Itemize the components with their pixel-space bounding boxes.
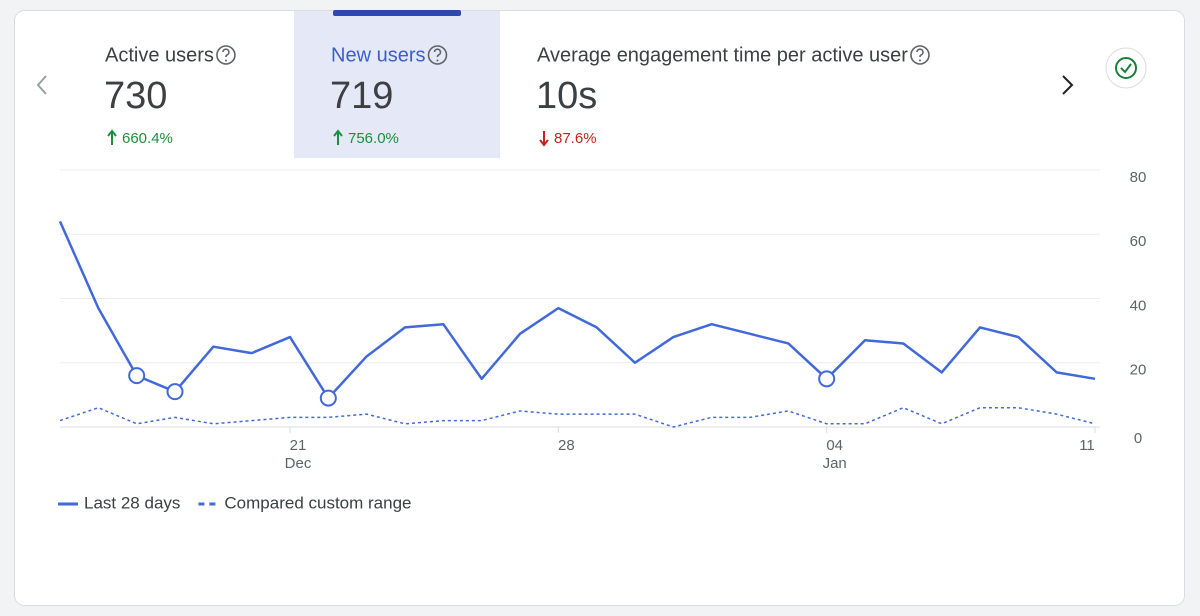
x-tick-label: 04 (826, 437, 843, 454)
check-icon (1115, 57, 1137, 79)
y-tick-label: 80 (1130, 169, 1147, 186)
arrow-up-icon (333, 129, 343, 145)
help-icon-dot (918, 59, 921, 62)
y-tick-label: 0 (1134, 430, 1142, 447)
selected-tab-indicator (333, 10, 461, 16)
x-month-label: Dec (285, 455, 312, 472)
check-mark (1120, 63, 1132, 74)
metric-label: New users (331, 44, 425, 66)
metric-label: Active users (105, 44, 214, 66)
legend-label: Compared custom range (224, 493, 411, 512)
help-icon-glyph (916, 48, 924, 58)
x-month-label: Jan (823, 455, 847, 472)
card-frame (14, 10, 1185, 606)
comparison-line (59, 406, 1096, 428)
metric-change: 660.4% (122, 130, 173, 147)
x-tick-label: 11 (1079, 437, 1095, 454)
anomaly-marker[interactable] (166, 383, 184, 401)
help-icon[interactable] (910, 45, 930, 65)
metric-tab[interactable]: New users 719 756.0% (330, 44, 448, 147)
arrow-down-icon (539, 131, 549, 147)
selected-tab-bg (294, 11, 500, 158)
legend-label: Last 28 days (84, 493, 180, 512)
metric-tab[interactable]: Average engagement time per active user 1… (536, 44, 930, 147)
x-tick-label: 28 (558, 437, 575, 454)
y-tick-label: 40 (1130, 297, 1147, 314)
help-icon[interactable] (216, 45, 236, 65)
status-button[interactable] (1105, 47, 1147, 89)
help-icon[interactable] (427, 45, 448, 65)
metric-tabs: Active users 730 660.4% New users 719 756.0% A… (104, 44, 930, 147)
x-tick-label: 21 (290, 437, 307, 454)
help-icon-glyph (433, 48, 442, 58)
y-tick-label: 20 (1130, 362, 1147, 379)
metric-change: 87.6% (554, 130, 597, 147)
anomaly-marker[interactable] (818, 370, 836, 388)
next-chevron[interactable] (1062, 75, 1074, 95)
metric-value: 10s (536, 75, 597, 117)
help-icon-glyph (222, 48, 230, 58)
legend-item[interactable]: Last 28 days (58, 493, 180, 512)
metric-change: 756.0% (348, 130, 399, 147)
help-icon-dot (224, 59, 227, 62)
prev-chevron[interactable] (36, 75, 47, 95)
help-icon-dot (436, 59, 439, 62)
anomaly-marker[interactable] (128, 367, 146, 385)
status-button-frame (1105, 47, 1147, 89)
arrow-up-icon (107, 129, 117, 145)
series-line (58, 220, 1096, 400)
metric-value: 730 (104, 75, 167, 117)
metric-tab[interactable]: Active users 730 660.4% (104, 44, 236, 147)
metric-value: 719 (330, 75, 393, 117)
legend-item[interactable]: Compared custom range (198, 493, 412, 512)
y-tick-label: 60 (1130, 233, 1147, 250)
anomaly-marker[interactable] (319, 389, 337, 407)
metric-label: Average engagement time per active user (537, 44, 908, 66)
